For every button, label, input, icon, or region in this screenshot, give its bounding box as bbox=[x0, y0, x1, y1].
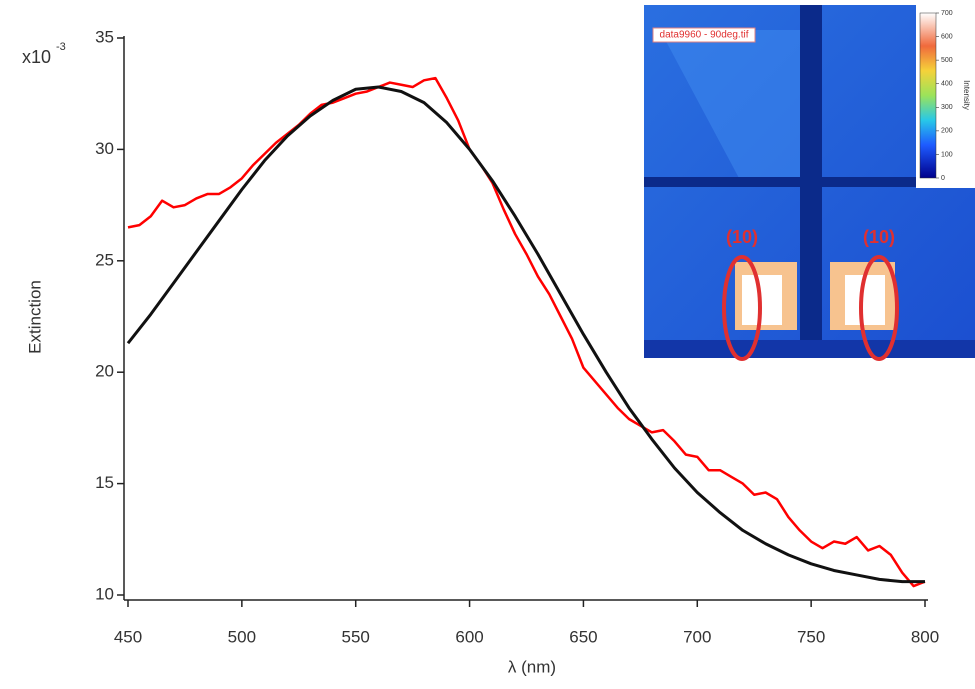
y-multiplier-exponent: -3 bbox=[56, 41, 66, 53]
inset-peak-core bbox=[742, 275, 782, 325]
x-tick-label: 650 bbox=[569, 627, 597, 646]
colorbar-tick-label: 200 bbox=[941, 128, 953, 135]
inset-image: data9960 - 90deg.tif (10) (10) Intensity… bbox=[644, 5, 975, 361]
colorbar-tick-label: 400 bbox=[941, 81, 953, 88]
y-tick-label: 15 bbox=[95, 473, 114, 492]
series-line bbox=[127, 76, 926, 588]
x-tick-label: 450 bbox=[114, 627, 142, 646]
x-tick-label: 750 bbox=[797, 627, 825, 646]
y-tick-label: 20 bbox=[95, 362, 114, 381]
x-axis-label: λ (nm) bbox=[508, 657, 556, 676]
y-tick-label: 35 bbox=[95, 27, 114, 46]
colorbar-tick-label: 100 bbox=[941, 151, 953, 158]
y-tick-label: 10 bbox=[95, 584, 114, 603]
colorbar-tick-label: 0 bbox=[941, 175, 945, 182]
colorbar-tick-label: 300 bbox=[941, 104, 953, 111]
colorbar-tick-label: 500 bbox=[941, 57, 953, 64]
peak-label: (10) bbox=[863, 227, 895, 247]
colorbar-tick-label: 700 bbox=[941, 10, 953, 17]
y-axis-label: Extinction bbox=[25, 280, 44, 354]
inset-beamstop bbox=[800, 5, 822, 358]
peak-circle bbox=[859, 255, 899, 361]
x-tick-label: 600 bbox=[455, 627, 483, 646]
y-tick-label: 25 bbox=[95, 250, 114, 269]
inset-horizon bbox=[644, 340, 975, 358]
peak-label: (10) bbox=[726, 227, 758, 247]
x-tick-label: 500 bbox=[228, 627, 256, 646]
x-tick-label: 700 bbox=[683, 627, 711, 646]
y-multiplier: x10 bbox=[22, 47, 51, 67]
inset-shade bbox=[660, 30, 800, 180]
x-tick-label: 800 bbox=[911, 627, 939, 646]
colorbar bbox=[919, 12, 937, 179]
file-label: data9960 - 90deg.tif bbox=[660, 30, 749, 41]
x-tick-label: 550 bbox=[342, 627, 370, 646]
colorbar-title: Intensity bbox=[962, 80, 971, 110]
y-tick-label: 30 bbox=[95, 139, 114, 158]
peak-circle bbox=[722, 255, 762, 361]
file-label-box bbox=[652, 27, 756, 43]
colorbar-tick-label: 600 bbox=[941, 33, 953, 40]
series-line bbox=[126, 85, 925, 584]
